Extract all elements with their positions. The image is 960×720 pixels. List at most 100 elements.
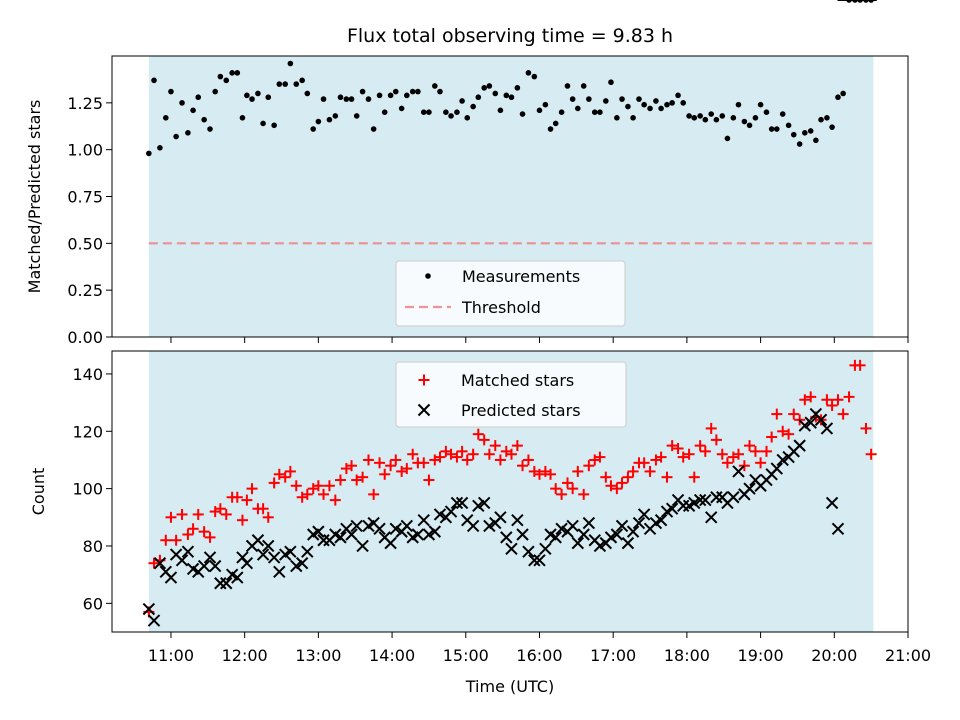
predicted-star-point-b <box>693 493 707 507</box>
matched-star-point <box>627 465 639 477</box>
predicted-star-point <box>577 528 590 541</box>
matched-star-point <box>771 408 783 420</box>
measurement-point <box>807 128 814 134</box>
measurement-point <box>796 141 803 147</box>
predicted-star-point-b <box>604 531 618 544</box>
measurement-point <box>326 116 333 123</box>
predicted-star-point <box>825 496 839 510</box>
predicted-star-point-b <box>665 502 679 515</box>
x-tick-label: 20:00 <box>811 646 857 665</box>
predicted-star-point-b <box>175 554 189 567</box>
matched-star-point <box>368 488 380 500</box>
legend-matched-glyph <box>418 374 430 386</box>
matched-star-point <box>832 394 844 406</box>
measurement-point <box>779 111 786 117</box>
predicted-star-point <box>654 513 668 527</box>
measurement-point <box>641 101 647 108</box>
predicted-star-point <box>164 571 178 584</box>
predicted-star-point-b <box>505 542 518 556</box>
x-tick-label: 12:00 <box>222 646 268 665</box>
predicted-star-point <box>820 422 834 435</box>
predicted-star-point-b <box>317 534 330 547</box>
predicted-star-point <box>411 528 425 541</box>
measurement-point <box>619 96 625 102</box>
measurement-point <box>542 101 549 108</box>
matched-star-point <box>821 394 833 406</box>
measurement-point <box>370 126 377 132</box>
matched-star-point <box>257 503 269 515</box>
measurement-point <box>420 109 427 115</box>
predicted-star-point-b <box>251 534 265 547</box>
predicted-star-point-b <box>688 496 701 510</box>
measurement-point <box>332 113 339 119</box>
measurement-point <box>597 109 603 115</box>
predicted-star-point-b <box>632 516 646 530</box>
matched-star-point <box>204 531 216 543</box>
matched-star-point <box>273 468 285 480</box>
measurement-point <box>547 126 554 132</box>
predicted-star-point-b <box>621 536 635 550</box>
predicted-star-point <box>428 525 442 538</box>
measurement-point <box>586 96 592 102</box>
predicted-star-point-b <box>203 551 217 564</box>
measurement-point <box>348 96 355 102</box>
predicted-star-point-b <box>770 462 784 475</box>
matched-star-point <box>401 463 413 475</box>
measurement-point <box>669 100 675 106</box>
y-tick-label: 140 <box>72 365 103 384</box>
predicted-star-point <box>522 545 535 558</box>
matched-star-point <box>434 451 446 463</box>
predicted-star-point <box>511 513 524 527</box>
predicted-star-point <box>208 559 222 573</box>
measurement-point <box>603 98 609 104</box>
predicted-star-point-b <box>256 548 270 561</box>
legend-threshold-label: Threshold <box>461 298 541 317</box>
matched-star-point <box>418 457 430 469</box>
matched-star-point <box>198 526 210 538</box>
y-tick-label: 120 <box>72 422 103 441</box>
matched-star-point <box>279 471 291 483</box>
measurement-point <box>229 70 235 76</box>
predicted-star-point-b <box>637 508 651 521</box>
measurement-point <box>614 115 620 121</box>
predicted-star-point-b <box>820 422 834 435</box>
measurement-point <box>244 92 250 99</box>
measurement-point <box>647 105 653 112</box>
bottom-y-axis-label: Count <box>29 468 48 516</box>
predicted-star-point <box>422 528 436 541</box>
predicted-star-point-b <box>295 556 309 570</box>
matched-star-point <box>777 425 789 437</box>
y-tick-label: 1.25 <box>67 94 103 113</box>
matched-star-point <box>451 451 463 463</box>
matched-star-point <box>744 440 756 452</box>
predicted-star-point <box>693 493 707 507</box>
predicted-star-point-b <box>710 491 723 504</box>
predicted-star-point <box>181 545 195 558</box>
predicted-star-point <box>400 519 414 533</box>
predicted-star-point <box>516 528 529 541</box>
measurement-point <box>190 107 196 114</box>
matched-star-point <box>160 534 172 546</box>
predicted-star-point-b <box>461 513 474 527</box>
matched-star-point <box>214 503 226 515</box>
top-y-ticks: 0.00 0.25 0.50 0.75 1.00 1.25 <box>67 94 112 347</box>
predicted-star-point <box>267 551 281 564</box>
predicted-star-point <box>814 413 828 427</box>
x-tick-label: 15:00 <box>443 646 489 665</box>
measurement-point <box>464 115 471 121</box>
bottom-x-ticks: 11:00 12:00 13:00 14:00 15:00 16:00 17:00 18:00… <box>148 632 931 665</box>
predicted-star-point-b <box>676 499 690 513</box>
top-axes-frame <box>111 55 909 338</box>
y-tick-label: 0.50 <box>67 234 103 253</box>
measurement-point <box>287 60 294 67</box>
predicted-star-point <box>688 496 701 510</box>
predicted-star-point <box>142 602 156 616</box>
predicted-star-point <box>571 536 585 550</box>
measurement-point <box>201 116 207 123</box>
predicted-star-point-b <box>528 554 541 567</box>
measurement-point <box>675 92 681 99</box>
matched-star-point <box>699 445 711 457</box>
matched-star-point <box>766 431 778 443</box>
measurement-point <box>387 92 394 99</box>
